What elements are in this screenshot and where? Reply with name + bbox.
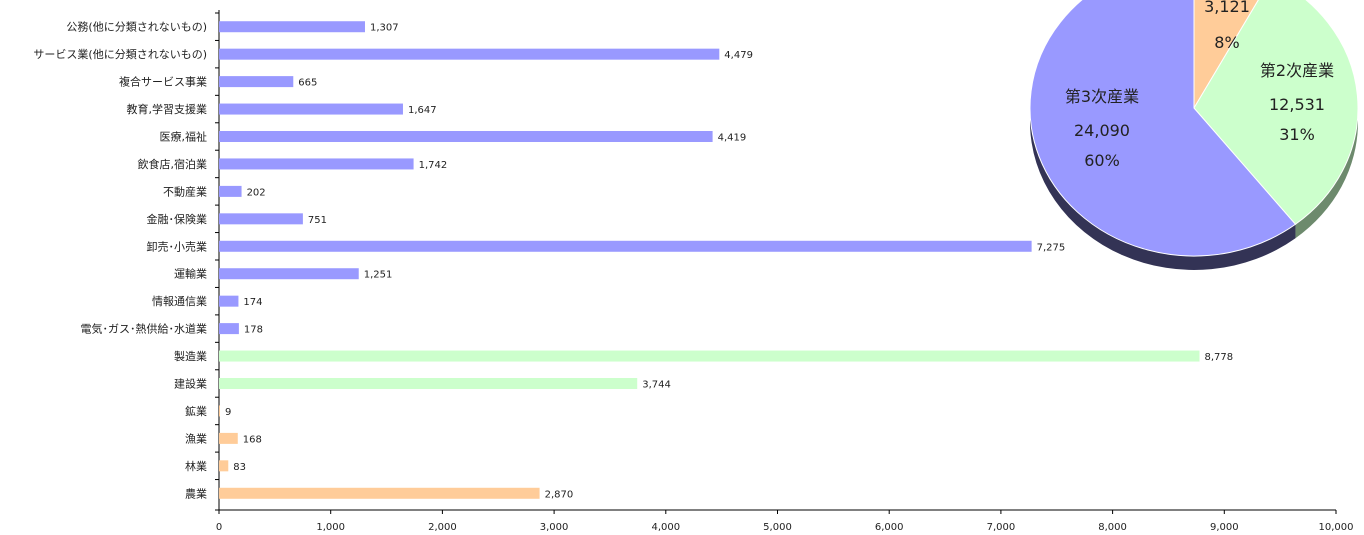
bar — [219, 240, 1032, 252]
value-label: 9 — [225, 407, 231, 418]
value-label: 1,307 — [370, 23, 399, 34]
value-label: 751 — [308, 215, 327, 226]
x-tick-label: 3,000 — [540, 522, 569, 533]
pie-slice — [1193, 0, 1359, 225]
category-label: 運輸業 — [174, 267, 207, 281]
bar — [219, 350, 1200, 362]
category-label: 情報通信業 — [152, 295, 207, 308]
category-label: 製造業 — [174, 349, 207, 363]
pie-value-label: 12,531 — [1269, 95, 1325, 114]
bar — [219, 323, 239, 335]
value-label: 8,778 — [1205, 352, 1234, 363]
bar — [219, 48, 720, 60]
x-tick-label: 1,000 — [316, 522, 345, 533]
bar — [219, 268, 359, 280]
bar — [219, 460, 229, 472]
pie-slice — [1029, 0, 1297, 257]
pie-percent-label: 31% — [1279, 125, 1315, 144]
x-tick-label: 10,000 — [1319, 522, 1354, 533]
x-tick-label: 9,000 — [1210, 522, 1239, 533]
bar — [219, 432, 238, 444]
value-label: 4,419 — [718, 133, 747, 144]
bar — [219, 158, 414, 170]
value-label: 7,275 — [1037, 242, 1066, 253]
category-label: 公務(他に分類されないもの) — [66, 20, 207, 34]
category-label: 林業 — [185, 459, 207, 473]
pie-slice-side — [1295, 108, 1358, 239]
category-label: 鉱業 — [185, 404, 207, 418]
category-label: 建設業 — [174, 377, 207, 391]
category-label: 不動産業 — [163, 184, 207, 198]
value-label: 178 — [244, 325, 263, 336]
bar — [219, 185, 242, 197]
x-tick-label: 5,000 — [763, 522, 792, 533]
value-label: 174 — [243, 297, 262, 308]
bar-chart: 0 1,000 2,000 3,000 4,000 5,000 6,000 7,000 8,00… — [33, 10, 1354, 533]
pie-value-label: 24,090 — [1074, 121, 1130, 140]
category-label: 卸売･小売業 — [147, 239, 208, 253]
value-label: 665 — [298, 78, 317, 89]
value-label: 168 — [243, 434, 262, 445]
bar — [219, 213, 303, 225]
category-label: 複合サービス事業 — [119, 75, 207, 89]
x-tick-label: 7,000 — [987, 522, 1016, 533]
bar — [219, 21, 365, 33]
bar — [219, 378, 638, 389]
pie-chart: 3,121 8% 第2次産業 12,531 31% 第3次産業 24,090 60% — [1029, 0, 1359, 270]
x-tick-label: 8,000 — [1098, 522, 1127, 533]
value-label: 2,870 — [545, 489, 574, 500]
pie-slice-name: 第2次産業 — [1260, 61, 1334, 80]
value-label: 1,251 — [364, 270, 393, 281]
value-label: 4,479 — [724, 50, 753, 61]
x-tick-label: 6,000 — [875, 522, 904, 533]
pie-value-label: 3,121 — [1204, 0, 1250, 16]
value-label: 1,742 — [419, 160, 448, 171]
category-label: 金融･保険業 — [147, 212, 208, 226]
x-tick-label: 2,000 — [428, 522, 457, 533]
value-label: 83 — [233, 462, 246, 473]
pie-percent-label: 60% — [1084, 151, 1120, 170]
pie-slice-side — [1030, 108, 1296, 270]
value-label: 202 — [247, 187, 266, 198]
category-label: 漁業 — [185, 431, 207, 445]
bar — [219, 487, 540, 499]
x-tick-label: 4,000 — [651, 522, 680, 533]
bar — [219, 405, 221, 417]
category-label: 電気･ガス･熱供給･水道業 — [81, 322, 208, 336]
x-tick-label: 0 — [216, 522, 222, 533]
value-label: 1,647 — [408, 105, 437, 116]
category-label: 医療,福祉 — [160, 130, 208, 144]
value-label: 3,744 — [642, 380, 671, 391]
bar — [219, 295, 239, 307]
category-label: 農業 — [185, 486, 207, 500]
bar — [219, 103, 403, 115]
pie-slice — [1193, 0, 1259, 110]
bar — [219, 76, 294, 88]
category-label: 教育,学習支援業 — [127, 102, 208, 116]
category-label: サービス業(他に分類されないもの) — [33, 48, 207, 61]
pie-slice-name: 第3次産業 — [1065, 87, 1139, 106]
pie-percent-label: 8% — [1214, 33, 1239, 52]
category-label: 飲食店,宿泊業 — [138, 157, 208, 171]
bar — [219, 131, 713, 142]
